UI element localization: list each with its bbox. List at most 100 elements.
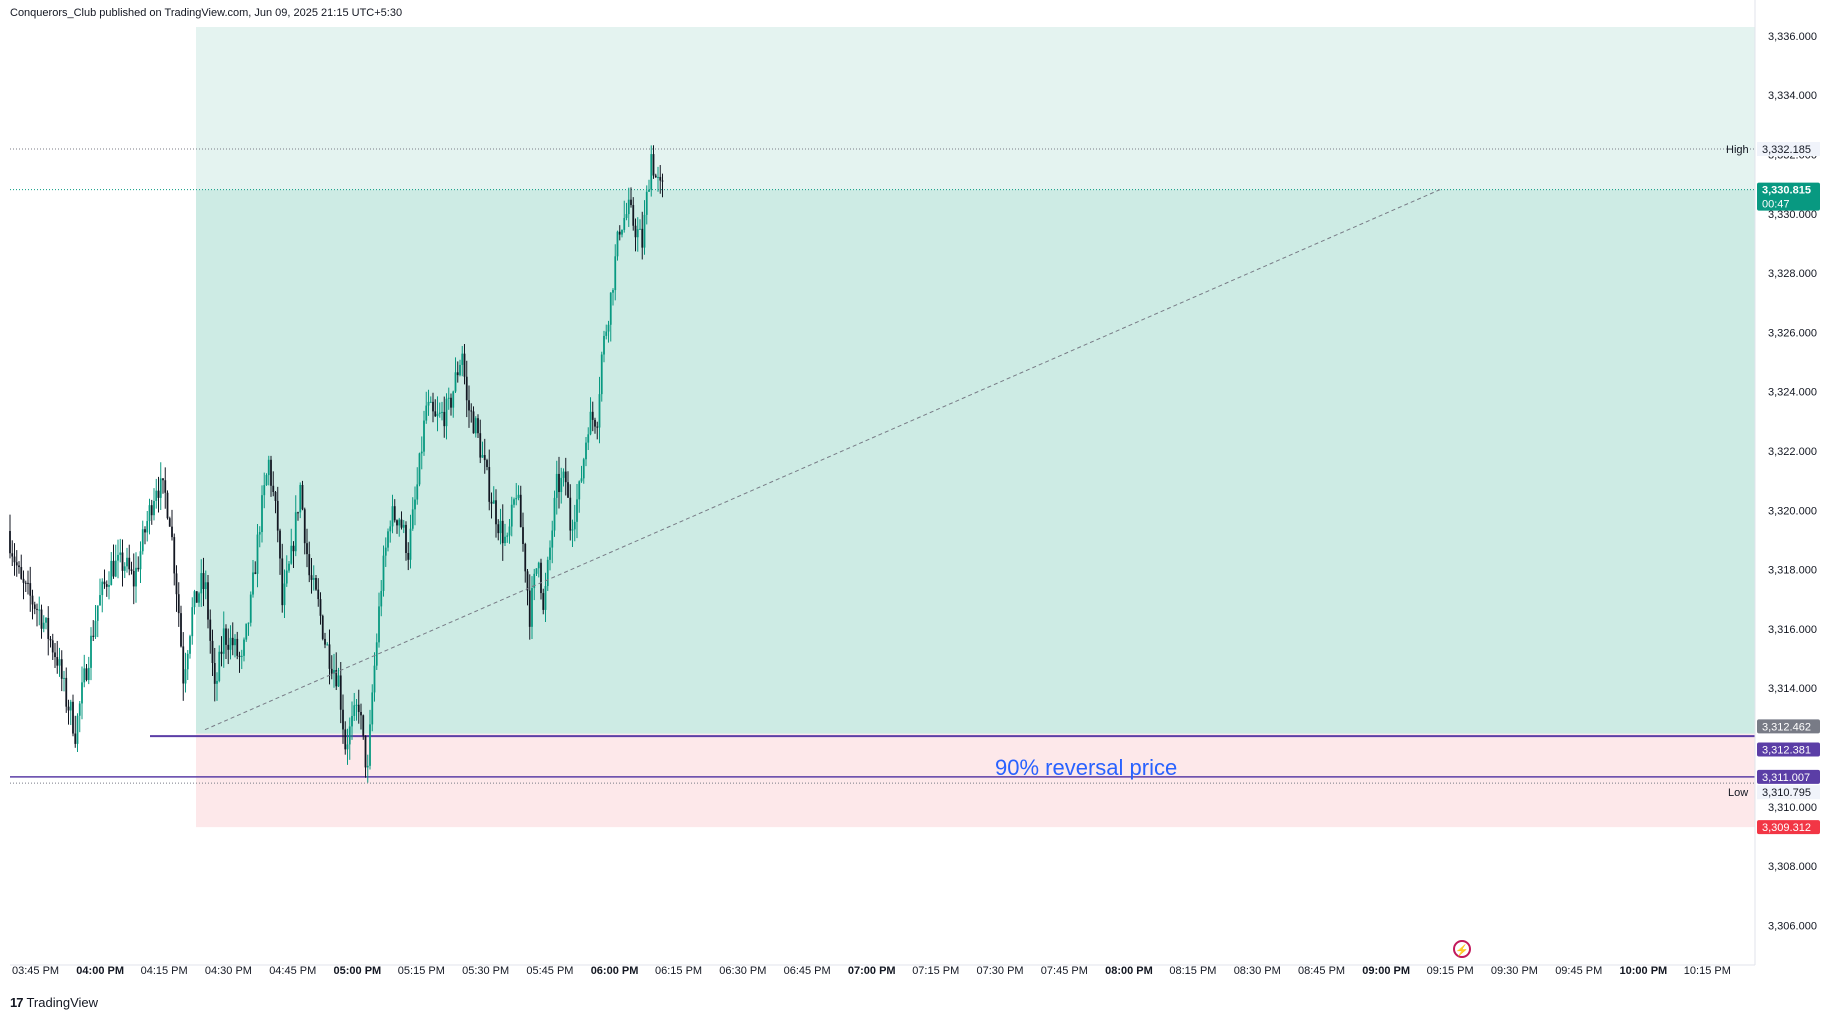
- candle-body: [344, 729, 347, 750]
- candle-body: [497, 524, 500, 534]
- candle-body: [247, 622, 250, 624]
- candle-body: [213, 663, 216, 684]
- loss-zone: [196, 733, 1755, 828]
- candle-body: [9, 531, 11, 554]
- x-tick-label: 05:45 PM: [526, 965, 573, 977]
- candle-body: [130, 569, 133, 571]
- candle-body: [605, 331, 608, 336]
- candle-body: [623, 217, 626, 230]
- candle-body: [616, 231, 619, 257]
- candle-body: [335, 670, 338, 687]
- candle-body: [387, 531, 389, 548]
- candle-body: [495, 500, 497, 525]
- candle-body: [137, 567, 140, 570]
- candle-body: [87, 667, 90, 680]
- candle-body: [425, 405, 428, 421]
- candle-body: [438, 412, 441, 414]
- candle-body: [535, 568, 538, 574]
- candle-body: [65, 677, 68, 707]
- x-tick-label: 04:00 PM: [76, 965, 124, 977]
- x-tick-label: 10:00 PM: [1620, 965, 1668, 977]
- candle-body: [261, 495, 263, 533]
- x-tick-label: 03:45 PM: [12, 965, 59, 977]
- candle-body: [276, 500, 279, 531]
- tradingview-footer[interactable]: 17 TradingView: [10, 995, 98, 1010]
- candle-body: [591, 411, 594, 420]
- candle-body: [492, 500, 495, 504]
- candle-body: [78, 703, 81, 716]
- candle-body: [227, 644, 230, 650]
- candle-body: [186, 653, 189, 670]
- candle-body: [191, 607, 194, 637]
- candle-body: [452, 391, 455, 408]
- candle-body: [636, 229, 639, 238]
- candle-body: [139, 551, 142, 570]
- candle-body: [589, 411, 592, 435]
- candle-body: [229, 637, 232, 650]
- candle-body: [45, 617, 47, 623]
- stop-tag-bg: [1757, 820, 1820, 835]
- candle-body: [524, 543, 527, 572]
- candle-body: [200, 573, 203, 594]
- candle-body: [585, 442, 587, 460]
- low-caption: Low: [1728, 787, 1748, 799]
- candle-body: [267, 459, 270, 476]
- candle-body: [281, 558, 284, 606]
- y-tick-label: 3,336.000: [1768, 31, 1817, 43]
- candle-body: [164, 480, 167, 493]
- candle-body: [409, 528, 412, 560]
- candle-body: [279, 530, 281, 559]
- candle-body: [198, 593, 200, 603]
- candle-body: [436, 413, 439, 417]
- candle-body: [587, 434, 590, 443]
- candle-body: [639, 228, 641, 230]
- candle-body: [391, 506, 394, 527]
- low-tag-label: 3,310.795: [1762, 787, 1811, 799]
- candle-body: [594, 419, 596, 427]
- candle-body: [375, 642, 378, 666]
- x-tick-label: 06:00 PM: [591, 965, 639, 977]
- candle-body: [389, 526, 392, 532]
- candle-body: [101, 581, 104, 596]
- candle-body: [254, 572, 257, 574]
- candle-body: [38, 609, 41, 611]
- candle-body: [657, 176, 659, 178]
- candle-body: [128, 557, 131, 570]
- candle-body: [319, 599, 322, 616]
- candle-body: [627, 199, 630, 215]
- candle-body: [578, 481, 581, 500]
- candle-body: [153, 501, 155, 516]
- candle-body: [560, 477, 563, 493]
- candle-body: [69, 701, 72, 711]
- candle-body: [112, 560, 115, 577]
- candle-body: [326, 644, 329, 646]
- candle-body: [456, 372, 459, 376]
- candle-body: [292, 545, 295, 552]
- annotation-text: 90% reversal price: [995, 755, 1177, 780]
- candle-body: [150, 505, 153, 516]
- candle-body: [54, 652, 56, 658]
- x-tick-label: 07:15 PM: [912, 965, 959, 977]
- candle-body: [263, 485, 266, 496]
- candle-body: [285, 570, 288, 584]
- candle-body: [189, 636, 191, 654]
- candle-body: [654, 175, 657, 178]
- candle-body: [29, 583, 32, 596]
- candle-body: [486, 460, 488, 468]
- replay-lightning-icon[interactable]: ⚡: [1453, 940, 1471, 958]
- candle-body: [184, 669, 187, 684]
- candle-body: [24, 582, 27, 584]
- price-tags: 3,332.185 High 3,330.815 00:47 3,312.462 3,31…: [1726, 142, 1820, 835]
- x-tick-label: 10:15 PM: [1684, 965, 1731, 977]
- candle-body: [90, 635, 92, 668]
- candle-body: [168, 518, 171, 527]
- candle-body: [324, 638, 326, 645]
- candle-body: [659, 176, 662, 181]
- x-tick-label: 09:30 PM: [1491, 965, 1538, 977]
- x-tick-label: 07:45 PM: [1041, 965, 1088, 977]
- candle-body: [222, 628, 225, 654]
- candle-body: [373, 665, 376, 693]
- y-tick-label: 3,328.000: [1768, 268, 1817, 280]
- x-tick-label: 08:00 PM: [1105, 965, 1153, 977]
- candle-body: [92, 635, 95, 637]
